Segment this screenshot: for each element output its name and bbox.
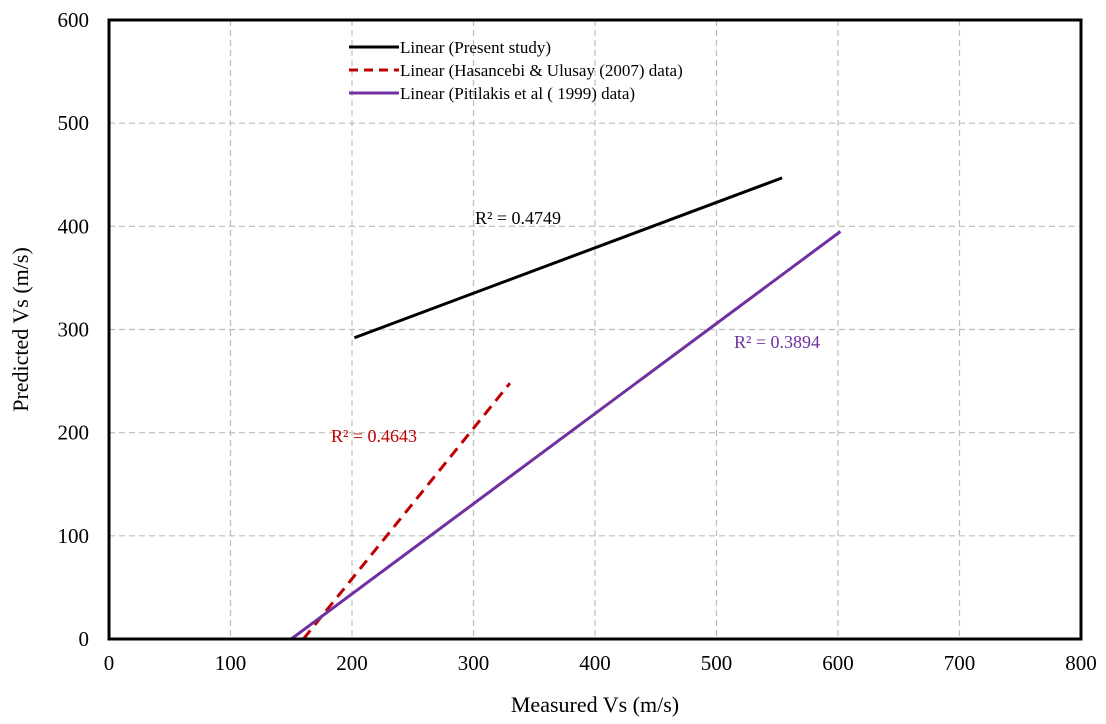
y-tick-label: 600 bbox=[58, 8, 90, 32]
series-line-3 bbox=[290, 230, 842, 641]
tick-labels: 0 100 200 300 400 500 600 700 800 0 100 200 300 400 50… bbox=[58, 8, 1097, 675]
x-tick-label: 600 bbox=[822, 651, 854, 675]
y-tick-label: 500 bbox=[58, 111, 90, 135]
r2-label-series-1: R² = 0.4749 bbox=[475, 208, 561, 228]
x-tick-label: 300 bbox=[458, 651, 490, 675]
x-tick-label: 0 bbox=[104, 651, 115, 675]
series-lines bbox=[290, 176, 842, 641]
r2-annotations: R² = 0.4749 R² = 0.4643 R² = 0.3894 bbox=[331, 208, 820, 446]
legend: Linear (Present study) Linear (Hasancebi … bbox=[349, 38, 683, 103]
grid bbox=[109, 20, 1081, 639]
legend-label-1: Linear (Present study) bbox=[400, 38, 551, 57]
y-tick-label: 100 bbox=[58, 524, 90, 548]
y-tick-label: 300 bbox=[58, 318, 90, 342]
y-tick-label: 200 bbox=[58, 421, 90, 445]
x-tick-label: 500 bbox=[701, 651, 733, 675]
x-tick-label: 400 bbox=[579, 651, 611, 675]
y-tick-label: 0 bbox=[79, 627, 90, 651]
r2-label-series-3: R² = 0.3894 bbox=[734, 332, 820, 352]
x-axis-title: Measured Vs (m/s) bbox=[511, 692, 679, 717]
legend-label-3: Linear (Pitilakis et al ( 1999) data) bbox=[400, 84, 635, 103]
x-tick-label: 700 bbox=[944, 651, 976, 675]
series-line-2 bbox=[302, 382, 512, 640]
y-tick-label: 400 bbox=[58, 214, 90, 238]
legend-label-2: Linear (Hasancebi & Ulusay (2007) data) bbox=[400, 61, 683, 80]
y-axis-title: Predicted Vs (m/s) bbox=[8, 247, 33, 412]
x-tick-label: 200 bbox=[336, 651, 368, 675]
x-tick-label: 800 bbox=[1065, 651, 1097, 675]
plot-area-frame bbox=[107, 18, 1083, 641]
r2-label-series-2: R² = 0.4643 bbox=[331, 426, 417, 446]
series-line-1 bbox=[353, 176, 783, 340]
x-tick-label: 100 bbox=[215, 651, 247, 675]
